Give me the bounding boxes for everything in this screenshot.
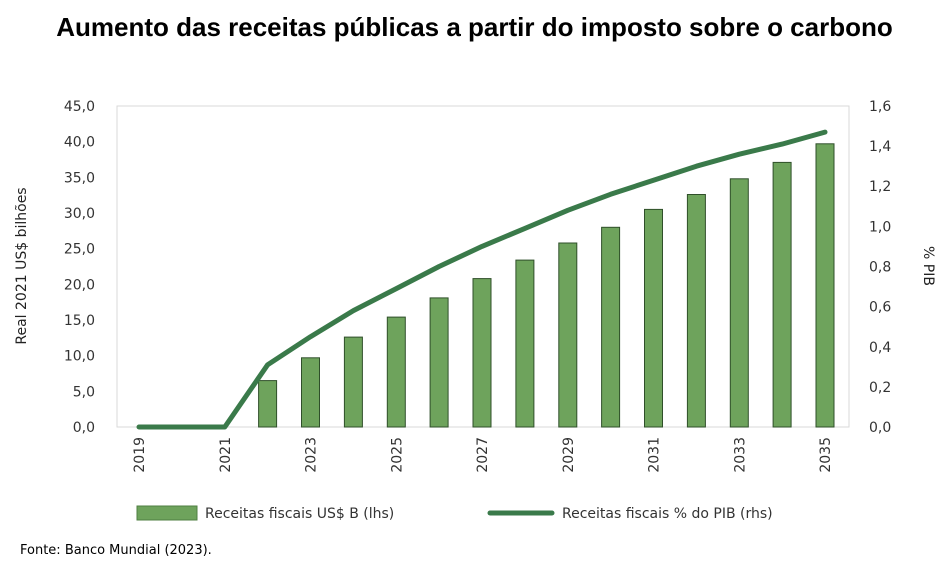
bar-2031 [644, 208, 663, 428]
bar-2035 [815, 143, 835, 428]
bar-2033 [729, 178, 749, 428]
bar-2023 [301, 357, 320, 428]
legend: Receitas fiscais US$ B (lhs) Receitas fi… [136, 505, 773, 522]
bar-2029 [558, 242, 578, 428]
x-tick-label: 2029 [561, 437, 577, 473]
bar-2025 [386, 316, 406, 428]
y-right-tick-label: 0,2 [869, 380, 891, 396]
y-left-tick-label: 25,0 [64, 242, 95, 258]
x-tick-label: 2019 [132, 437, 148, 473]
bar-2027 [472, 278, 492, 428]
bar-2030 [601, 226, 621, 428]
bar-2034 [772, 161, 792, 428]
y-right-tick-label: 1,2 [869, 179, 891, 195]
bar-2022 [258, 380, 278, 428]
x-tick-label: 2033 [732, 437, 748, 473]
y-axis-right-title: % PIB [920, 246, 936, 286]
y-right-tick-label: 0,4 [869, 340, 891, 356]
legend-line-label: Receitas fiscais % do PIB (rhs) [562, 506, 773, 522]
legend-bar-swatch [136, 505, 198, 521]
y-left-tick-label: 20,0 [64, 277, 95, 293]
bar-2024 [343, 336, 363, 428]
y-left-tick-label: 15,0 [64, 313, 95, 329]
y-left-tick-label: 40,0 [64, 135, 95, 151]
x-tick-label: 2023 [304, 437, 320, 473]
pib-share-line [136, 129, 828, 430]
bar-2032 [686, 194, 706, 428]
y-left-tick-label: 0,0 [73, 420, 95, 436]
legend-bar-label: Receitas fiscais US$ B (lhs) [205, 506, 394, 522]
y-right-tick-label: 0,6 [869, 300, 891, 316]
y-left-tick-label: 35,0 [64, 170, 95, 186]
x-tick-label: 2031 [647, 437, 663, 473]
x-tick-label: 2027 [475, 437, 491, 473]
y-left-tick-label: 30,0 [64, 206, 95, 222]
y-axis-left-title: Real 2021 US$ bilhões [14, 187, 30, 344]
y-right-tick-label: 1,6 [869, 99, 891, 115]
y-right-tick-label: 0,0 [869, 420, 891, 436]
bar-2028 [515, 259, 535, 428]
chart-title: Aumento das receitas públicas a partir d… [56, 12, 893, 42]
x-tick-label: 2035 [818, 437, 834, 473]
y-left-tick-label: 10,0 [64, 349, 95, 365]
source-note: Fonte: Banco Mundial (2023). [20, 543, 212, 558]
x-tick-label: 2025 [389, 437, 405, 473]
y-left-tick-label: 45,0 [64, 99, 95, 115]
y-right-tick-label: 1,4 [869, 139, 891, 155]
y-left-tick-label: 5,0 [73, 384, 95, 400]
x-tick-label: 2021 [218, 437, 234, 473]
y-right-tick-label: 0,8 [869, 260, 891, 276]
y-right-tick-label: 1,0 [869, 219, 891, 235]
bar-2026 [429, 297, 449, 428]
